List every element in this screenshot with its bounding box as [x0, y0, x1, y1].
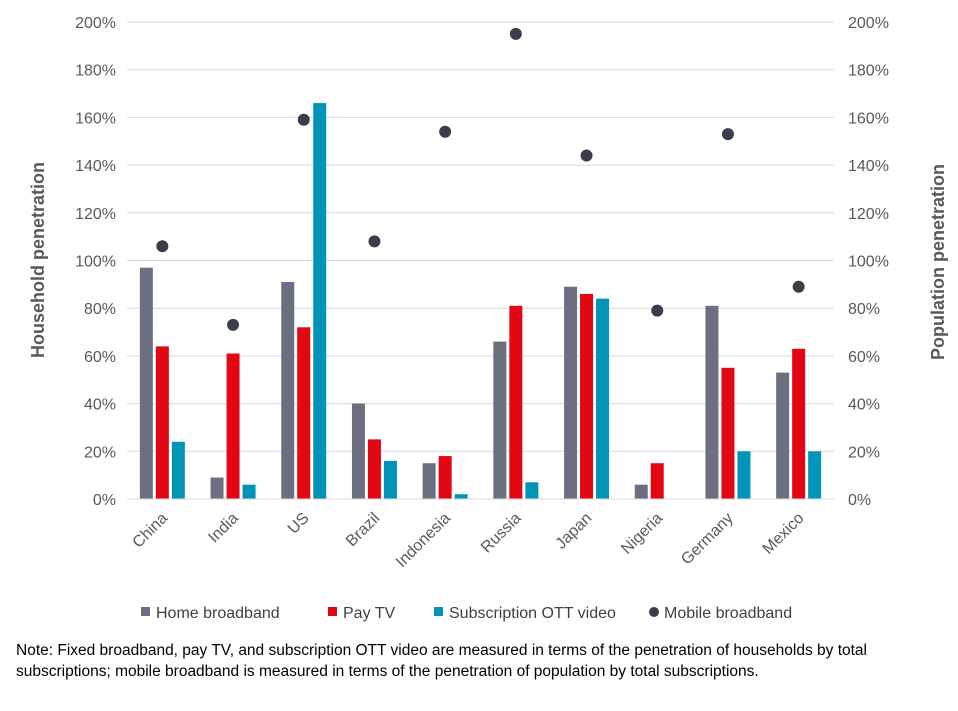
- y-tick-label-left: 20%: [84, 444, 116, 461]
- point-mobile-broadband-us: [297, 113, 310, 126]
- category-label: US: [285, 510, 313, 538]
- y-tick-label-right: 80%: [848, 301, 880, 318]
- point-mobile-broadband-japan: [580, 149, 593, 162]
- legend-swatch: [141, 607, 150, 616]
- y-tick-label-left: 40%: [84, 397, 116, 414]
- legend-swatch: [328, 607, 337, 616]
- category-labels: China India US Brazil Indonesia Russia Japan Ni…: [130, 510, 808, 571]
- bar-home-broadband-nigeria: [634, 484, 648, 499]
- y-tick-label-right: 0%: [848, 492, 871, 509]
- bar-pay-tv-indonesia: [438, 456, 452, 499]
- category-label: Indonesia: [393, 510, 454, 571]
- point-mobile-broadband-mexico: [792, 280, 805, 293]
- point-mobile-broadband-india: [227, 318, 240, 331]
- category-label: Russia: [478, 510, 525, 557]
- bar-subscription-ott-video-russia: [525, 482, 539, 499]
- bar-home-broadband-brazil: [351, 403, 365, 499]
- category-label: Nigeria: [618, 510, 666, 558]
- bar-subscription-ott-video-china: [171, 441, 185, 499]
- y-tick-label-left: 0%: [93, 492, 116, 509]
- bar-home-broadband-indonesia: [422, 463, 436, 499]
- bar-home-broadband-us: [281, 281, 295, 499]
- bar-home-broadband-mexico: [776, 372, 790, 499]
- legend-label: Pay TV: [343, 605, 396, 622]
- legend: Home broadband Pay TV Subscription OTT vid…: [141, 605, 792, 622]
- y-tick-label-left: 140%: [75, 158, 116, 175]
- y-tick-label-right: 200%: [848, 15, 889, 32]
- bar-subscription-ott-video-brazil: [383, 460, 397, 499]
- category-label: Brazil: [343, 510, 383, 550]
- legend-swatch: [649, 607, 659, 617]
- bar-subscription-ott-video-us: [313, 103, 327, 499]
- point-mobile-broadband-brazil: [368, 235, 381, 248]
- point-mobile-broadband-china: [156, 240, 169, 253]
- legend-label: Mobile broadband: [664, 605, 792, 622]
- point-mobile-broadband-germany: [721, 128, 734, 141]
- legend-label: Home broadband: [156, 605, 280, 622]
- right-axis-ticks: 0% 20% 40% 60% 80% 100% 120% 140% 160% 180% 200%: [848, 15, 889, 509]
- y-tick-label-left: 180%: [75, 63, 116, 80]
- point-mobile-broadband-nigeria: [651, 304, 664, 317]
- bar-pay-tv-china: [155, 346, 169, 499]
- footnote: Note: Fixed broadband, pay TV, and subsc…: [16, 642, 867, 680]
- chart: 0% 20% 40% 60% 80% 100% 120% 140% 160% 180% 200% 0…: [28, 15, 948, 622]
- bar-subscription-ott-video-germany: [737, 451, 751, 499]
- category-label: Japan: [553, 510, 596, 553]
- y-tick-label-left: 100%: [75, 254, 116, 271]
- bar-subscription-ott-video-india: [242, 484, 256, 499]
- y-tick-label-right: 140%: [848, 158, 889, 175]
- left-axis-ticks: 0% 20% 40% 60% 80% 100% 120% 140% 160% 180% 200%: [75, 15, 116, 509]
- bar-home-broadband-japan: [564, 286, 578, 499]
- y-axis-title-right: Population penetration: [928, 164, 948, 360]
- y-tick-label-left: 120%: [75, 206, 116, 223]
- bar-pay-tv-brazil: [367, 439, 381, 499]
- bar-pay-tv-us: [297, 327, 311, 499]
- bar-pay-tv-russia: [509, 305, 523, 499]
- legend-label: Subscription OTT video: [449, 605, 616, 622]
- y-axis-title-left: Household penetration: [28, 162, 48, 358]
- bar-pay-tv-india: [226, 353, 240, 499]
- gridlines: [127, 21, 834, 452]
- bar-pay-tv-mexico: [792, 348, 806, 499]
- point-mobile-broadband-russia: [509, 27, 522, 40]
- point-mobile-broadband-indonesia: [439, 125, 452, 138]
- y-tick-label-left: 200%: [75, 15, 116, 32]
- bar-subscription-ott-video-japan: [596, 298, 610, 499]
- category-label: China: [130, 510, 172, 552]
- y-tick-label-left: 60%: [84, 349, 116, 366]
- mobile-broadband-points: [156, 27, 805, 331]
- y-tick-label-right: 20%: [848, 444, 880, 461]
- y-tick-label-right: 100%: [848, 254, 889, 271]
- bar-pay-tv-germany: [721, 367, 735, 499]
- y-tick-label-left: 80%: [84, 301, 116, 318]
- y-tick-label-right: 180%: [848, 63, 889, 80]
- bar-pay-tv-japan: [580, 293, 594, 499]
- y-tick-label-right: 60%: [848, 349, 880, 366]
- y-tick-label-right: 120%: [848, 206, 889, 223]
- bar-home-broadband-russia: [493, 341, 507, 499]
- bar-subscription-ott-video-indonesia: [454, 494, 468, 499]
- bars: [139, 103, 822, 499]
- bar-subscription-ott-video-mexico: [808, 451, 822, 499]
- bar-home-broadband-china: [139, 267, 153, 499]
- y-tick-label-left: 160%: [75, 110, 116, 127]
- y-tick-label-right: 40%: [848, 397, 880, 414]
- category-label: India: [205, 510, 242, 547]
- category-label: Mexico: [760, 510, 808, 558]
- y-tick-label-right: 160%: [848, 110, 889, 127]
- category-label: Germany: [678, 510, 737, 569]
- bar-pay-tv-nigeria: [650, 463, 664, 499]
- bar-home-broadband-india: [210, 477, 224, 499]
- legend-swatch: [434, 607, 443, 616]
- bar-home-broadband-germany: [705, 305, 719, 499]
